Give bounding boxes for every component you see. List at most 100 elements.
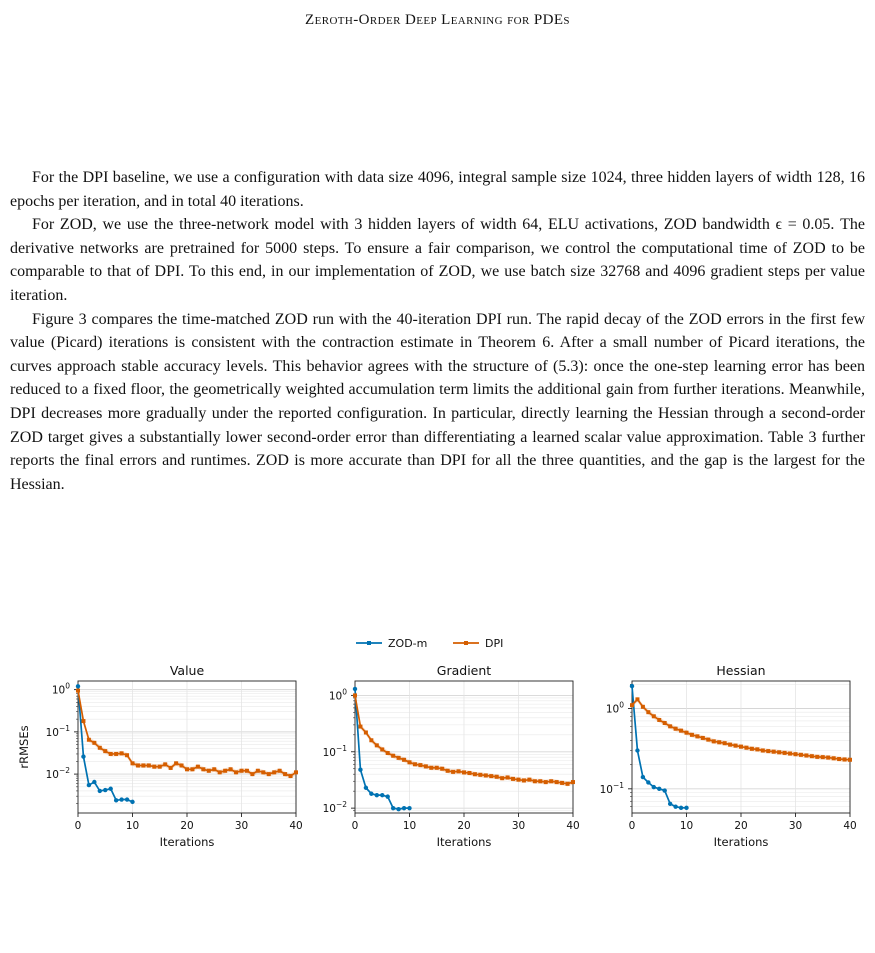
- x-tick-label: 30: [235, 820, 248, 832]
- data-point: [668, 724, 673, 729]
- legend-label: DPI: [485, 637, 503, 650]
- y-tick-label: 10−2: [46, 766, 71, 781]
- data-point: [294, 770, 298, 775]
- data-point: [135, 763, 140, 768]
- data-point: [363, 785, 369, 790]
- data-point: [103, 749, 108, 754]
- data-point: [733, 743, 738, 748]
- data-point: [678, 805, 684, 811]
- data-point: [826, 755, 831, 760]
- data-point: [494, 774, 499, 779]
- data-point: [722, 741, 727, 746]
- data-point: [81, 719, 86, 724]
- data-point: [483, 773, 488, 778]
- x-tick-label: 40: [566, 820, 579, 832]
- data-point: [390, 805, 396, 811]
- data-point: [234, 770, 239, 775]
- data-point: [667, 801, 673, 807]
- data-point: [212, 767, 217, 772]
- data-point: [152, 764, 157, 769]
- data-point: [179, 763, 184, 768]
- data-point: [662, 720, 667, 725]
- y-tick-label: 100: [329, 687, 347, 702]
- data-point: [749, 746, 754, 751]
- data-point: [429, 765, 434, 770]
- data-point: [673, 804, 678, 809]
- data-point: [124, 797, 130, 802]
- data-point: [511, 776, 516, 781]
- data-point: [374, 743, 379, 748]
- x-tick-label: 10: [403, 820, 416, 832]
- data-point: [380, 747, 385, 752]
- y-tick-label: 100: [52, 682, 70, 697]
- data-point: [462, 770, 466, 775]
- data-point: [760, 748, 765, 753]
- data-point: [500, 776, 505, 781]
- data-point: [239, 768, 244, 773]
- data-point: [505, 775, 510, 780]
- data-point: [532, 779, 537, 784]
- data-point: [798, 752, 803, 757]
- y-tick-label: 10−2: [323, 800, 348, 815]
- series-zodm: [75, 684, 135, 805]
- subplot-gradient: 100 10−1 10−2 0 10 20 30 40: [323, 680, 580, 832]
- data-point: [673, 726, 678, 731]
- data-point: [244, 768, 249, 773]
- data-point: [739, 744, 743, 749]
- figure-3: ZOD-m DPI 100 10−1 10−2 0 10 20 30 40 Value Iterati…: [0, 630, 875, 930]
- data-point: [86, 737, 91, 742]
- data-point: [456, 769, 461, 774]
- data-point: [157, 764, 162, 769]
- y-tick-label: 10−1: [46, 724, 71, 739]
- data-point: [679, 728, 684, 733]
- series-line: [77, 686, 133, 803]
- data-point: [92, 740, 97, 745]
- subplot-value: 100 10−1 10−2 0 10 20 30 40: [46, 680, 303, 832]
- data-point: [369, 791, 374, 796]
- data-point: [391, 753, 396, 758]
- series-zodm: [352, 686, 412, 812]
- plot-frame: [631, 680, 851, 814]
- data-point: [646, 780, 651, 785]
- data-point: [440, 766, 445, 771]
- data-point: [130, 799, 135, 805]
- data-point: [407, 805, 412, 811]
- data-point: [261, 770, 266, 775]
- data-point: [130, 761, 135, 766]
- data-point: [396, 755, 401, 760]
- y-axis-label: rRMSEs: [17, 725, 31, 768]
- data-point: [402, 757, 407, 762]
- data-point: [119, 751, 124, 756]
- data-point: [472, 772, 477, 777]
- data-point: [689, 732, 694, 737]
- data-point: [809, 754, 814, 759]
- data-point: [434, 765, 439, 770]
- x-axis-label: Iterations: [714, 835, 769, 849]
- data-point: [804, 753, 809, 758]
- data-point: [684, 730, 689, 735]
- series-dpi: [353, 692, 575, 787]
- data-point: [75, 684, 81, 689]
- data-point: [629, 683, 635, 689]
- data-point: [113, 798, 119, 803]
- data-point: [352, 686, 358, 692]
- x-tick-label: 20: [180, 820, 193, 832]
- data-point: [451, 769, 456, 774]
- subplot-title: Gradient: [437, 663, 492, 678]
- y-tick-label: 10−1: [600, 781, 625, 796]
- x-axis-label: Iterations: [160, 835, 215, 849]
- data-point: [412, 762, 417, 767]
- data-point: [125, 753, 130, 758]
- data-point: [174, 761, 179, 766]
- subplot-title: Hessian: [716, 663, 765, 678]
- data-point: [201, 767, 206, 772]
- x-axis-label: Iterations: [437, 835, 492, 849]
- data-point: [815, 754, 820, 759]
- data-point: [837, 757, 842, 762]
- data-point: [560, 780, 565, 785]
- data-point: [385, 751, 390, 756]
- data-point: [163, 762, 168, 767]
- data-point: [353, 693, 357, 698]
- data-point: [793, 752, 798, 757]
- data-point: [657, 717, 662, 722]
